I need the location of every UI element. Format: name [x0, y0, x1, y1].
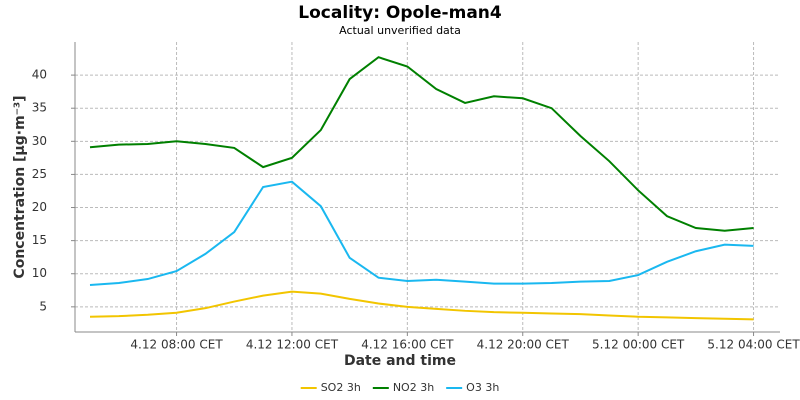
x-tick-label: 4.12 08:00 CET [130, 338, 223, 352]
x-tick-label: 5.12 00:00 CET [592, 338, 685, 352]
data-line [89, 290, 754, 321]
y-tick-label: 25 [32, 167, 47, 181]
y-tick-label: 15 [32, 233, 47, 247]
y-tick-label: 20 [32, 200, 47, 214]
y-tick-label: 30 [32, 134, 47, 148]
y-tick-label: 35 [32, 101, 47, 115]
chart-title: Locality: Opole-man4 [298, 3, 502, 23]
x-axis-label: Date and time [344, 353, 456, 369]
legend-label: SO2 3h [321, 381, 361, 394]
x-tick-label: 4.12 12:00 CET [246, 338, 339, 352]
y-axis-label: Concentration [µg·m⁻³] [12, 95, 28, 278]
y-tick-label: 40 [32, 68, 47, 82]
legend-label: NO2 3h [393, 381, 434, 394]
y-tick-label: 10 [32, 266, 47, 280]
data-line [89, 180, 754, 286]
y-tick-label: 5 [39, 299, 47, 313]
x-tick-label: 5.12 04:00 CET [707, 338, 800, 352]
legend-label: O3 3h [466, 381, 499, 394]
chart-subtitle: Actual unverified data [339, 24, 461, 37]
x-tick-label: 4.12 20:00 CET [477, 338, 570, 352]
x-tick-label: 4.12 16:00 CET [361, 338, 454, 352]
legend: SO2 3h NO2 3h O3 3h [300, 381, 499, 394]
data-line [89, 56, 754, 232]
